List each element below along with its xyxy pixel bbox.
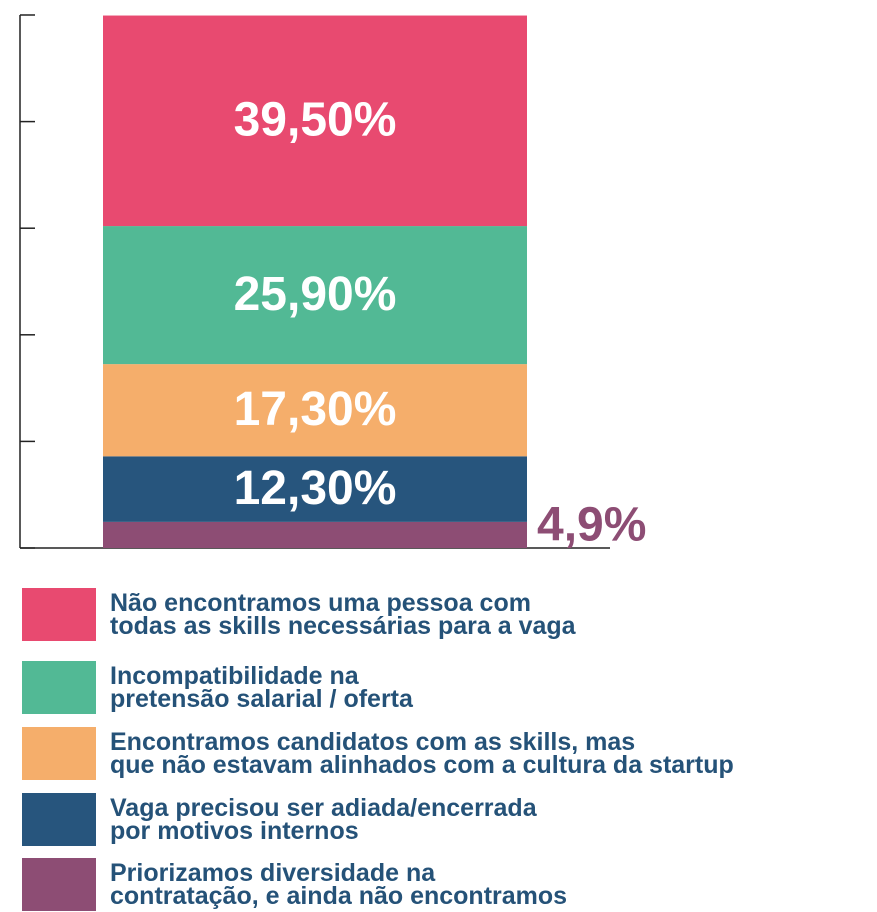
legend-item: Não encontramos uma pessoa com todas as … (22, 588, 877, 641)
value-label: 17,30% (234, 383, 397, 436)
bar-segment (103, 15, 527, 227)
legend-label: Incompatibilidade na pretensão salarial … (110, 662, 413, 713)
legend-label: Vaga precisou ser adiada/encerrada por m… (110, 794, 537, 845)
bar-segment (103, 364, 527, 457)
value-label: 39,50% (234, 93, 397, 146)
value-label: 12,30% (234, 462, 397, 515)
legend-swatch (22, 661, 96, 714)
legend-label: Encontramos candidatos com as skills, ma… (110, 728, 734, 779)
bar-segment (103, 226, 527, 365)
legend-swatch (22, 588, 96, 641)
bar-segment (103, 521, 527, 548)
value-label: 4,9% (537, 499, 646, 552)
legend-swatch (22, 793, 96, 846)
bar-segment (103, 456, 527, 522)
legend-label: Não encontramos uma pessoa com todas as … (110, 589, 576, 640)
legend-item: Vaga precisou ser adiada/encerrada por m… (22, 793, 877, 846)
legend-item: Priorizamos diversidade na contratação, … (22, 858, 877, 911)
value-label: 25,90% (234, 268, 397, 321)
legend-label: Priorizamos diversidade na contratação, … (110, 859, 568, 910)
legend-item: Encontramos candidatos com as skills, ma… (22, 727, 877, 780)
legend-swatch (22, 727, 96, 780)
legend-item: Incompatibilidade na pretensão salarial … (22, 661, 877, 714)
chart: 4,9% 12,30% 17,30% 25,90% 39,50% (19, 14, 646, 552)
legend-swatch (22, 858, 96, 911)
